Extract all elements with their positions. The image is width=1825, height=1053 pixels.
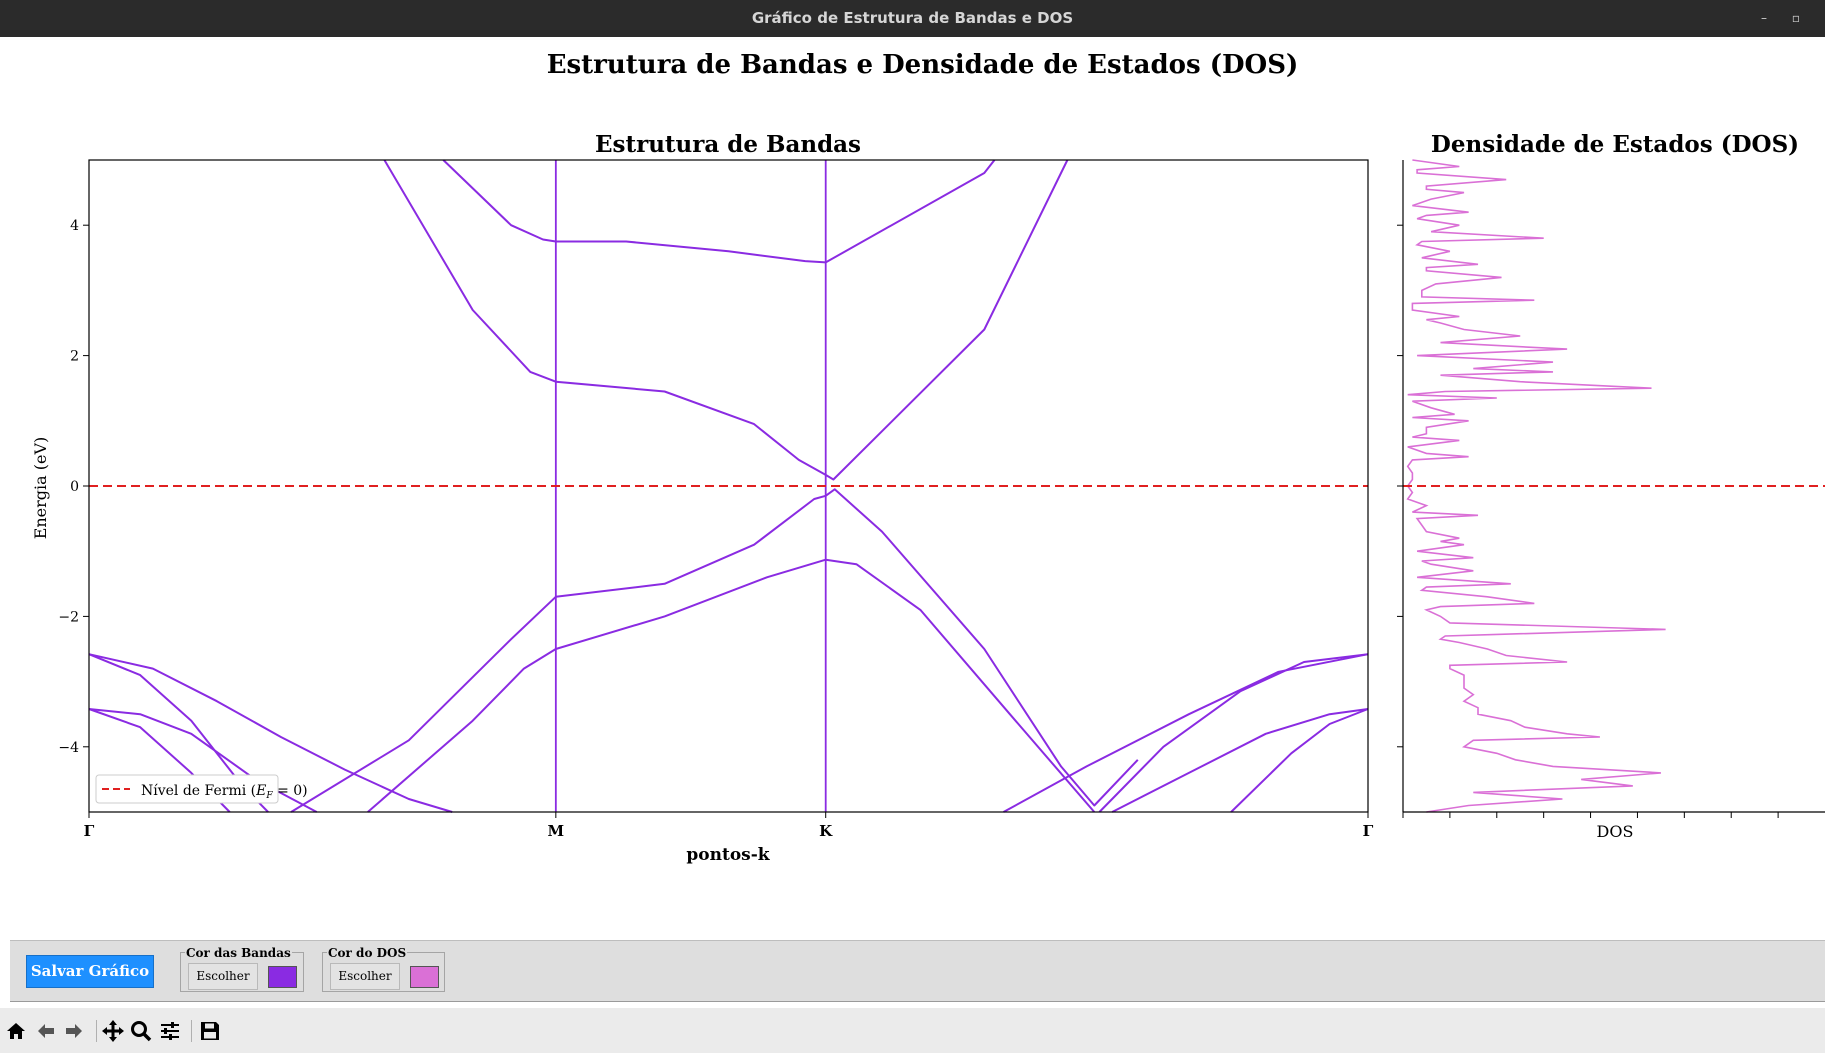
- back-icon[interactable]: [33, 1008, 59, 1053]
- navigation-toolbar: [0, 1008, 1825, 1053]
- band-line: [367, 558, 1096, 813]
- dos-color-choose-button[interactable]: Escolher: [330, 963, 400, 990]
- controls-panel: Salvar Gráfico Cor das Bandas Escolher C…: [10, 940, 1825, 1002]
- dos-color-group: Cor do DOS Escolher: [322, 946, 445, 992]
- band-color-group-label: Cor das Bandas: [185, 946, 292, 960]
- band-color-group: Cor das Bandas Escolher: [180, 946, 304, 992]
- figure-canvas: Estrutura de Bandas e Densidade de Estad…: [0, 37, 1825, 937]
- configure-subplots-icon[interactable]: [157, 1008, 183, 1053]
- band-ylabel: Energia (eV): [31, 437, 50, 540]
- band-axes-title: Estrutura de Bandas: [595, 131, 861, 158]
- band-line: [290, 494, 826, 813]
- zoom-icon[interactable]: [128, 1008, 154, 1053]
- dos-axes: Densidade de Estados (DOS) DOS: [1397, 131, 1825, 841]
- band-xtick-label: K: [819, 822, 833, 840]
- legend-fermi-label: Nível de Fermi (EF = 0): [141, 783, 308, 801]
- band-xtick-label: M: [548, 822, 565, 840]
- legend-prefix: Nível de Fermi (: [141, 783, 256, 799]
- legend-math: E: [255, 783, 266, 799]
- band-ytick-label: −4: [58, 740, 79, 756]
- forward-icon[interactable]: [61, 1008, 87, 1053]
- minimize-icon[interactable]: –: [1761, 11, 1767, 25]
- band-line: [1003, 653, 1369, 813]
- band-legend: Nível de Fermi (EF = 0): [95, 774, 308, 804]
- pan-icon[interactable]: [100, 1008, 126, 1053]
- window-title: Gráfico de Estrutura de Bandas e DOS: [751, 9, 1074, 27]
- window-titlebar: Gráfico de Estrutura de Bandas e DOS – ▫: [0, 0, 1825, 37]
- band-structure-axes: Estrutura de Bandas pontos-k Energia (eV…: [31, 131, 1374, 865]
- save-chart-button[interactable]: Salvar Gráfico: [26, 955, 154, 988]
- dos-xlabel: DOS: [1597, 822, 1634, 841]
- plots-svg: Estrutura de Bandas pontos-k Energia (eV…: [31, 131, 1825, 865]
- legend-suffix: = 0): [273, 783, 308, 799]
- band-line: [442, 159, 996, 264]
- band-line: [825, 488, 1139, 807]
- band-color-swatch[interactable]: [268, 966, 297, 988]
- band-ytick-label: 0: [70, 479, 79, 495]
- legend-sub: F: [265, 791, 273, 801]
- band-xtick-label: Γ: [84, 822, 95, 840]
- band-color-choose-button[interactable]: Escolher: [188, 963, 258, 990]
- home-icon[interactable]: [3, 1008, 29, 1053]
- figure-suptitle: Estrutura de Bandas e Densidade de Estad…: [546, 50, 1299, 80]
- band-xlabel: pontos-k: [686, 845, 770, 865]
- toolbar-separator: [191, 1020, 192, 1042]
- save-icon[interactable]: [197, 1008, 223, 1053]
- dos-axes-title: Densidade de Estados (DOS): [1431, 131, 1799, 158]
- band-ytick-label: 4: [70, 218, 79, 234]
- band-xtick-label: Γ: [1363, 822, 1374, 840]
- band-line: [1230, 708, 1369, 813]
- band-line: [1098, 653, 1369, 813]
- restore-icon[interactable]: ▫: [1791, 11, 1801, 25]
- band-line: [1111, 708, 1369, 813]
- dos-tick-layer: [1397, 224, 1779, 818]
- toolbar-separator: [96, 1020, 97, 1042]
- band-ytick-label: −2: [58, 609, 79, 625]
- band-ytick-label: 2: [70, 349, 79, 365]
- dos-curve: [1406, 159, 1666, 813]
- dos-color-group-label: Cor do DOS: [327, 946, 408, 960]
- legend-box: [95, 774, 279, 804]
- band-lines-layer: [88, 159, 1369, 813]
- band-line: [88, 653, 453, 813]
- dos-color-swatch[interactable]: [410, 966, 439, 988]
- band-line: [383, 159, 1069, 481]
- band-axes-frame: [88, 159, 1369, 813]
